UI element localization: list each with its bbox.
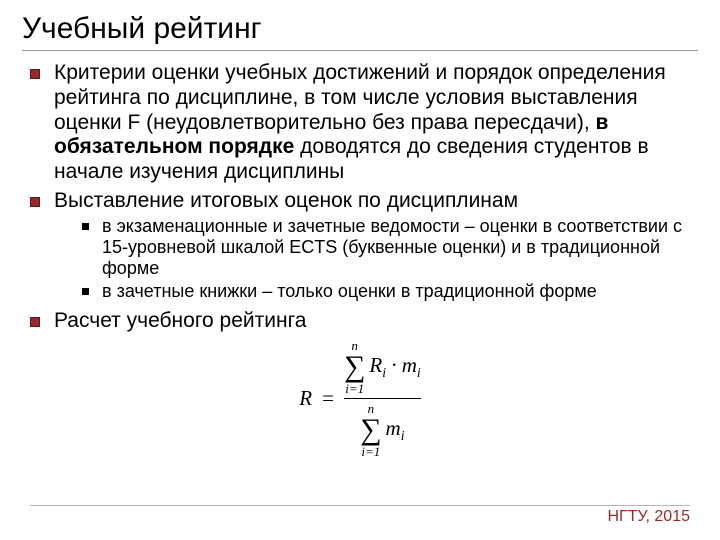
sum-symbol: n ∑ i=1 <box>360 402 381 458</box>
bullet-item: Расчет учебного рейтинга <box>28 309 698 334</box>
sum-lower: i=1 <box>345 382 364 395</box>
sum-symbol: n ∑ i=1 <box>344 339 365 395</box>
sub-bullet-list: в экзаменационные и зачетные ведомости –… <box>54 216 698 303</box>
formula: R = n ∑ i=1 Ri · mi n ∑ i=1 <box>22 339 698 458</box>
sigma-icon: ∑ <box>344 352 365 382</box>
formula-numerator: n ∑ i=1 Ri · mi <box>344 339 421 395</box>
fraction-bar <box>344 398 421 399</box>
denominator-body: mi <box>386 418 405 443</box>
formula-fraction: n ∑ i=1 Ri · mi n ∑ i=1 mi <box>344 339 421 458</box>
bullet-item: Выставление итоговых оценок по дисциплин… <box>28 189 698 303</box>
sub-bullet-item: в экзаменационные и зачетные ведомости –… <box>80 216 698 280</box>
sigma-icon: ∑ <box>360 415 381 445</box>
numerator-body: Ri · mi <box>369 355 420 380</box>
bullet-list: Критерии оценки учебных достижений и пор… <box>22 61 698 333</box>
formula-eq: = <box>322 386 334 411</box>
slide-title: Учебный рейтинг <box>22 12 698 46</box>
title-divider <box>22 50 698 51</box>
bullet-item: Критерии оценки учебных достижений и пор… <box>28 61 698 185</box>
bullet-text: Выставление итоговых оценок по дисциплин… <box>54 189 518 212</box>
text-segment: Критерии оценки учебных достижений и пор… <box>54 61 666 134</box>
formula-denominator: n ∑ i=1 mi <box>360 402 404 458</box>
formula-lhs: R <box>299 386 312 411</box>
sub-bullet-item: в зачетные книжки – только оценки в трад… <box>80 281 698 302</box>
sum-lower: i=1 <box>361 445 380 458</box>
bullet-text: Расчет учебного рейтинга <box>54 309 306 332</box>
footer: НГТУ, 2015 <box>30 505 690 526</box>
slide: Учебный рейтинг Критерии оценки учебных … <box>0 0 720 540</box>
